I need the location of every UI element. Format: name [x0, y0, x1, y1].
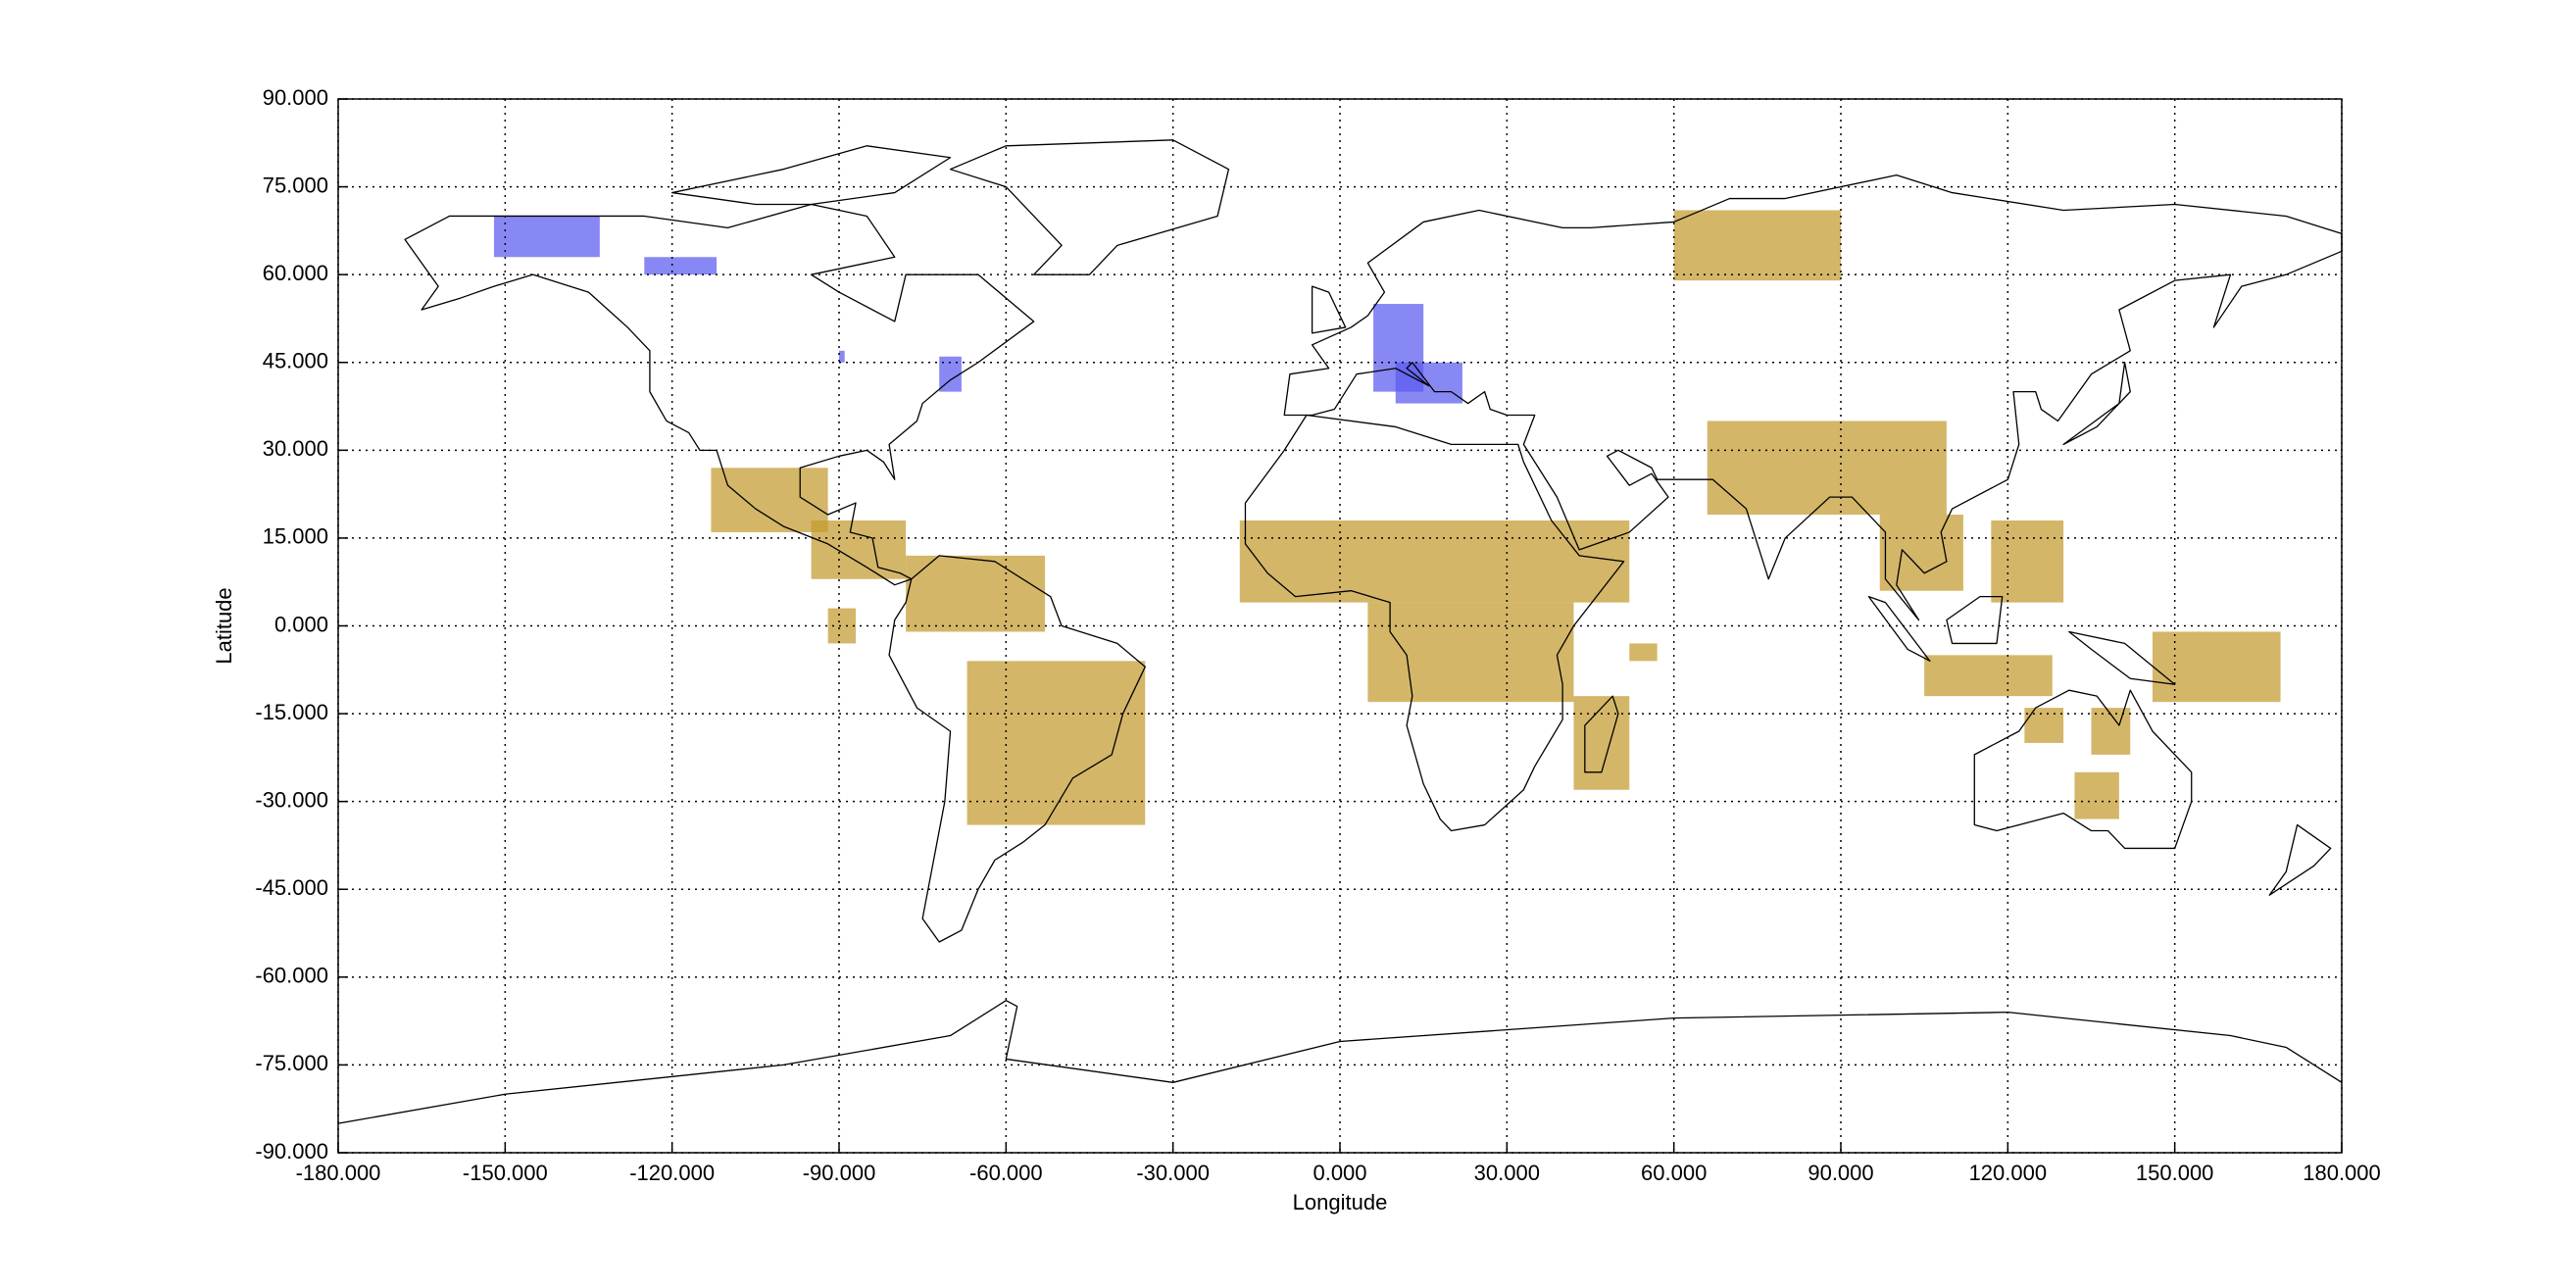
y-tick-label: 75.000 — [263, 173, 328, 197]
region-box — [906, 555, 1046, 632]
region-box — [493, 216, 600, 258]
y-tick-label: -15.000 — [255, 700, 328, 724]
x-tick-label: 30.000 — [1474, 1161, 1540, 1185]
x-tick-label: -120.000 — [629, 1161, 715, 1185]
coastline — [405, 205, 1034, 585]
region-box — [827, 608, 857, 644]
x-tick-label: 150.000 — [2136, 1161, 2214, 1185]
coastline — [1947, 597, 2003, 644]
x-tick-label: 90.000 — [1808, 1161, 1873, 1185]
y-tick-label: -60.000 — [255, 964, 328, 988]
y-axis-label: Latitude — [212, 587, 236, 664]
coastlines — [338, 140, 2342, 1123]
y-tick-label: -75.000 — [255, 1051, 328, 1075]
x-tick-label: 60.000 — [1641, 1161, 1707, 1185]
region-box — [966, 661, 1146, 825]
region-box — [2024, 708, 2064, 743]
region-box — [1395, 362, 1462, 404]
y-tick-label: -45.000 — [255, 875, 328, 900]
x-tick-label: -30.000 — [1136, 1161, 1210, 1185]
y-tick-label: 90.000 — [263, 85, 328, 110]
region-box — [1573, 696, 1630, 790]
region-box — [1924, 655, 2053, 697]
region-box — [1991, 520, 2064, 603]
coastline — [1585, 696, 1618, 772]
x-tick-label: -90.000 — [803, 1161, 876, 1185]
region-box — [1629, 643, 1658, 662]
coastline — [889, 556, 1145, 942]
region-box — [1239, 520, 1630, 603]
coastline — [1313, 286, 1346, 333]
region-box — [1707, 421, 1947, 516]
region-box — [711, 468, 828, 532]
coastline — [2069, 631, 2175, 684]
region-box — [939, 356, 962, 392]
y-tick-label: -30.000 — [255, 787, 328, 812]
y-tick-label: -90.000 — [255, 1139, 328, 1164]
x-tick-label: 120.000 — [1969, 1161, 2048, 1185]
region-box — [2074, 771, 2119, 819]
y-tick-label: 60.000 — [263, 261, 328, 285]
y-tick-label: 45.000 — [263, 349, 328, 373]
region-box — [1367, 602, 1574, 703]
coastline — [672, 146, 951, 205]
coastline — [2269, 825, 2330, 896]
x-tick-label: 180.000 — [2303, 1161, 2381, 1185]
x-tick-label: -180.000 — [296, 1161, 381, 1185]
region-box — [2152, 631, 2281, 703]
region-box — [1879, 515, 1963, 591]
y-tick-label: 0.000 — [274, 612, 328, 636]
coastline — [1284, 175, 2342, 620]
x-tick-label: -60.000 — [969, 1161, 1043, 1185]
region-box — [644, 257, 718, 275]
coastline — [1868, 597, 1929, 662]
x-tick-label: 0.000 — [1313, 1161, 1366, 1185]
region-box — [1673, 210, 1841, 281]
coastline — [2063, 363, 2130, 445]
x-tick-label: -150.000 — [463, 1161, 548, 1185]
region-box — [839, 350, 845, 363]
y-tick-label: 30.000 — [263, 436, 328, 461]
axes-frame — [337, 98, 2343, 1154]
x-axis-label: Longitude — [1293, 1190, 1388, 1214]
coastline — [1974, 690, 2191, 848]
region-box — [811, 520, 907, 579]
coastline — [1245, 416, 1623, 831]
region-box — [2091, 708, 2131, 755]
y-tick-label: 15.000 — [263, 524, 328, 549]
coastline — [338, 1001, 2342, 1123]
axes: -180.000 -150.000 -120.000 -90.000 -60.000 -3… — [255, 85, 2380, 1185]
coastline — [951, 140, 1229, 274]
